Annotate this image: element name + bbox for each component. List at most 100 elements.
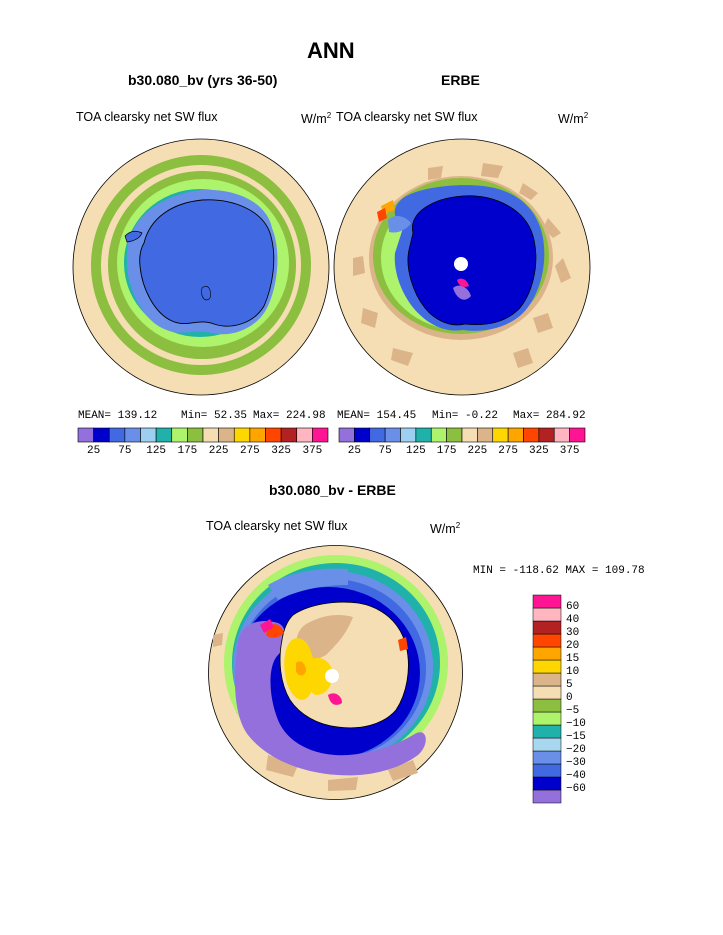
colorbar-swatch: [171, 427, 188, 443]
colorbar-swatch: [415, 427, 432, 443]
colorbar-swatch: [477, 427, 494, 443]
colorbar-tick-label: 60: [566, 601, 580, 613]
colorbar-swatch: [202, 427, 219, 443]
colorbar-swatch: [532, 711, 562, 726]
colorbar-swatch: [532, 633, 562, 648]
diff-panel-units: W/m2: [430, 521, 461, 537]
colorbar-tick-label: 275: [498, 445, 519, 457]
colorbar-tick-label: 375: [302, 445, 323, 457]
left-panel-case-title: b30.080_bv (yrs 36-50): [128, 72, 278, 88]
colorbar-tick-label: 325: [528, 445, 549, 457]
colorbar-tick-label: 40: [566, 614, 580, 626]
diff-panel-field-label: TOA clearsky net SW flux: [206, 519, 348, 533]
colorbar-swatch: [93, 427, 110, 443]
colorbar-tick-label: 15: [566, 653, 580, 665]
colorbar-swatch: [265, 427, 282, 443]
colorbar-tick-label: 75: [378, 445, 392, 457]
left-panel-units: W/m2: [301, 111, 332, 127]
left-max-label: Max= 224.98: [253, 410, 326, 422]
colorbar-swatch: [155, 427, 173, 443]
colorbar-swatch: [538, 427, 555, 443]
colorbar-swatch: [233, 427, 251, 443]
colorbar-tick-label: −15: [566, 731, 586, 743]
colorbar-swatch: [369, 427, 386, 443]
colorbar-tick-label: 25: [347, 445, 361, 457]
colorbar-swatch: [553, 427, 570, 443]
colorbar-tick-label: −40: [566, 770, 586, 782]
colorbar-swatch: [532, 776, 562, 791]
colorbar-swatch: [532, 750, 562, 765]
colorbar-tick-label: 225: [208, 445, 229, 457]
colorbar-swatch: [218, 427, 235, 443]
right-panel-field-label: TOA clearsky net SW flux: [336, 110, 478, 124]
colorbar-swatch: [507, 427, 524, 443]
colorbar-tick-label: −20: [566, 744, 586, 756]
colorbar-tick-label: 30: [566, 627, 580, 639]
colorbar-swatch: [187, 427, 204, 443]
colorbar-swatch: [312, 427, 329, 443]
diff-panel-title: b30.080_bv - ERBE: [269, 482, 396, 498]
left-polar-map: [72, 138, 330, 396]
colorbar-tick-label: 125: [146, 445, 167, 457]
colorbar-swatch: [532, 607, 562, 622]
right-panel-units: W/m2: [558, 111, 589, 127]
right-max-label: Max= 284.92: [513, 410, 586, 422]
diff-colorbar-ticks: 60 40 30 20 15 10 5 0 −5 −10 −15 −20 −30 −40 −60: [566, 595, 606, 803]
colorbar-swatch: [280, 427, 298, 443]
colorbar-tick-label: 225: [467, 445, 488, 457]
colorbar-tick-label: 275: [239, 445, 260, 457]
left-panel-field-label: TOA clearsky net SW flux: [76, 110, 218, 124]
colorbar-swatch: [532, 737, 562, 752]
colorbar-tick-label: 175: [177, 445, 198, 457]
colorbar-tick-label: 5: [566, 679, 573, 691]
colorbar-swatch: [108, 427, 126, 443]
colorbar-tick-label: 125: [405, 445, 426, 457]
colorbar-tick-label: 325: [271, 445, 292, 457]
right-colorbar-ticks: 25 75 125 175 225 275 325 375: [339, 445, 585, 459]
colorbar-tick-label: 375: [559, 445, 580, 457]
colorbar-swatch: [532, 594, 562, 609]
colorbar-swatch: [249, 427, 266, 443]
colorbar-tick-label: −5: [566, 705, 580, 717]
colorbar-swatch: [532, 685, 562, 700]
colorbar-tick-label: −30: [566, 757, 586, 769]
colorbar-swatch: [492, 427, 509, 443]
colorbar-tick-label: 75: [118, 445, 132, 457]
colorbar-swatch: [461, 427, 478, 443]
colorbar-swatch: [532, 763, 562, 778]
diff-minmax-label: MIN = -118.62 MAX = 109.78: [473, 565, 645, 577]
diff-polar-map: [208, 545, 463, 800]
colorbar-swatch: [523, 427, 540, 443]
colorbar-swatch: [296, 427, 313, 443]
colorbar-swatch: [354, 427, 371, 443]
left-min-label: Min= 52.35: [181, 410, 248, 422]
colorbar-tick-label: 25: [87, 445, 101, 457]
left-colorbar: [77, 427, 329, 443]
left-mean-label: MEAN= 139.12: [78, 410, 158, 422]
colorbar-swatch: [532, 620, 562, 635]
colorbar-swatch: [384, 427, 401, 443]
right-mean-label: MEAN= 154.45: [337, 410, 417, 422]
colorbar-tick-label: −60: [566, 783, 586, 795]
colorbar-swatch: [400, 427, 417, 443]
colorbar-swatch: [569, 427, 586, 443]
diff-colorbar: [532, 594, 562, 804]
colorbar-swatch: [532, 698, 562, 713]
colorbar-tick-label: 10: [566, 666, 580, 678]
figure-title: ANN: [307, 38, 355, 63]
colorbar-swatch: [532, 646, 562, 661]
colorbar-swatch: [532, 659, 562, 674]
right-colorbar: [338, 427, 586, 443]
right-min-label: Min= -0.22: [432, 410, 499, 422]
colorbar-swatch: [430, 427, 447, 443]
colorbar-tick-label: 20: [566, 640, 580, 652]
colorbar-swatch: [532, 724, 562, 739]
right-panel-case-title: ERBE: [441, 72, 480, 88]
colorbar-tick-label: 0: [566, 692, 573, 704]
colorbar-swatch: [124, 427, 141, 443]
colorbar-swatch: [77, 427, 94, 443]
colorbar-swatch: [532, 789, 562, 804]
colorbar-swatch: [446, 427, 463, 443]
colorbar-swatch: [140, 427, 157, 443]
right-polar-map: [333, 138, 591, 396]
